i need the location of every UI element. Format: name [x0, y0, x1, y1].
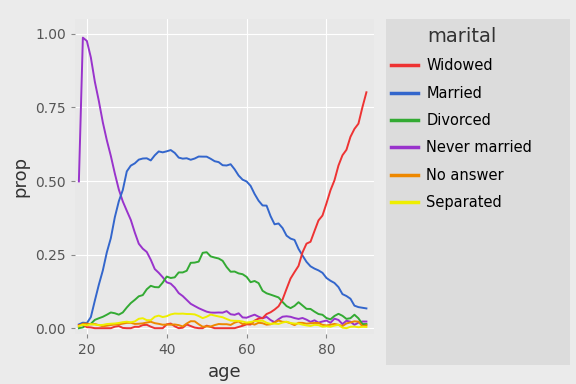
X-axis label: age: age	[208, 362, 241, 381]
Legend: Widowed, Married, Divorced, Never married, No answer, Separated: Widowed, Married, Divorced, Never marrie…	[384, 20, 540, 218]
Y-axis label: prop: prop	[12, 156, 29, 197]
